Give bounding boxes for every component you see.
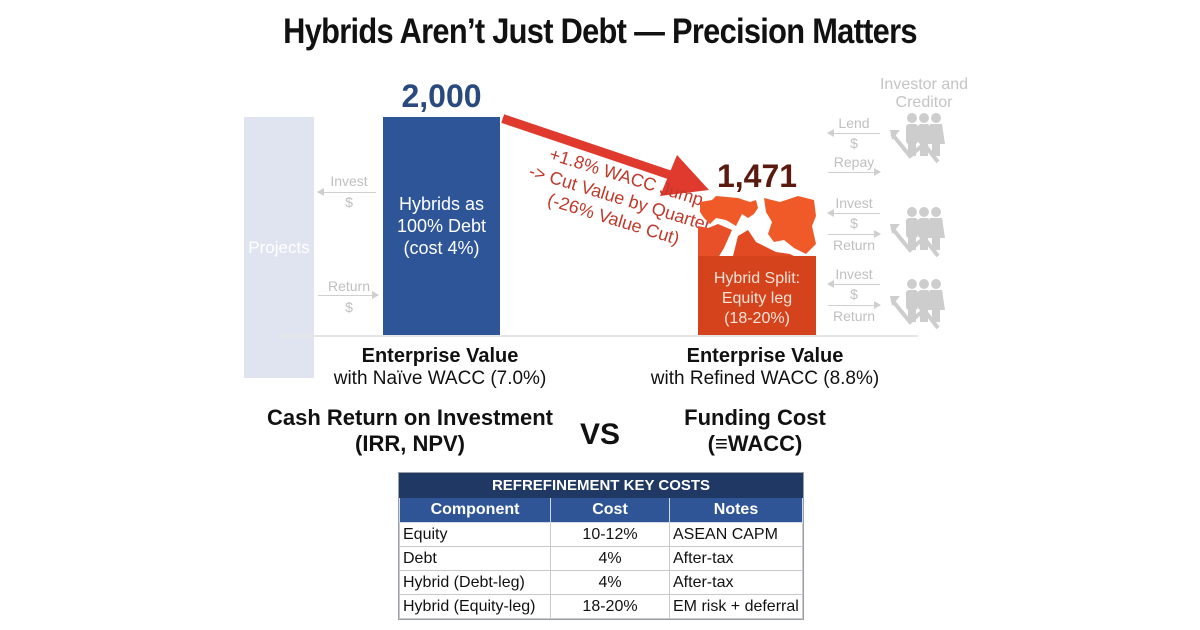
investor-group-icon-2 <box>890 207 945 258</box>
invest-currency-3: $ <box>850 286 858 302</box>
table-row: Hybrid (Debt-leg) 4% After-tax <box>399 570 803 595</box>
cash-return-heading: Cash Return on Investment <box>266 405 554 430</box>
vs-label: VS <box>579 418 621 451</box>
invest-label: Invest <box>330 173 368 189</box>
invest-arrow-icon-2 <box>827 209 880 217</box>
return-label-3: Return <box>832 308 876 324</box>
investor-title-line2: Creditor <box>895 94 953 111</box>
cell-cost: 4% <box>550 546 670 571</box>
return-arrow-icon-2 <box>828 230 881 238</box>
ev-refined-block: Enterprise Value with Refined WACC (8.8%… <box>620 345 910 390</box>
invest-label-2: Invest <box>835 195 873 211</box>
projects-panel: Projects <box>244 117 314 378</box>
cell-cost: 4% <box>550 570 670 595</box>
ev-naive-sub: with Naïve WACC (7.0%) <box>333 368 547 389</box>
invest-label-3: Invest <box>835 266 873 282</box>
repay-label: Repay <box>833 154 875 170</box>
cash-return-block: Cash Return on Investment (IRR, NPV) <box>255 405 565 457</box>
table-row: Hybrid (Equity-leg) 18-20% EM risk + def… <box>399 594 803 619</box>
ev-naive-heading: Enterprise Value <box>361 345 519 367</box>
cell-component: Hybrid (Equity-leg) <box>399 594 551 619</box>
cash-return-sub: (IRR, NPV) <box>355 431 465 456</box>
lend-label: Lend <box>838 115 870 131</box>
invest-arrow-icon <box>317 188 376 196</box>
cell-component: Debt <box>399 546 551 571</box>
naive-value-label: 2,000 <box>401 78 482 114</box>
page-title: Hybrids Aren’t Just Debt — Precision Mat… <box>283 12 917 51</box>
naive-bar-line1: Hybrids as <box>398 194 485 214</box>
return-label: Return <box>327 278 371 294</box>
naive-bar-line3: (cost 4%) <box>403 238 480 258</box>
cell-cost: 18-20% <box>550 594 670 619</box>
col-header-component: Component <box>399 497 551 523</box>
invest-currency: $ <box>345 194 353 210</box>
refined-ev-bar: Hybrid Split: Equity leg (18-20%) <box>698 256 816 335</box>
ev-refined-heading: Enterprise Value <box>686 345 844 367</box>
table-row: Debt 4% After-tax <box>399 546 803 571</box>
refined-bar-line1: Hybrid Split: <box>713 269 801 287</box>
funding-cost-sub: (≡WACC) <box>707 431 803 456</box>
cell-cost: 10-12% <box>550 522 670 547</box>
ev-naive-block: Enterprise Value with Naïve WACC (7.0%) <box>300 345 580 390</box>
cell-notes: After-tax <box>669 570 803 595</box>
investor-title-line1: Investor and <box>879 76 969 93</box>
cell-notes: After-tax <box>669 546 803 571</box>
cell-notes: ASEAN CAPM <box>669 522 803 547</box>
refined-value-label: 1,471 <box>716 158 798 194</box>
repay-arrow-icon <box>828 168 881 176</box>
table-row: Equity 10-12% ASEAN CAPM <box>399 522 803 547</box>
investor-creditor-title: Investor and Creditor <box>862 76 986 112</box>
cell-component: Equity <box>399 522 551 547</box>
investor-group-icon <box>890 113 945 164</box>
decline-arrow-icon <box>501 114 709 196</box>
cell-component: Hybrid (Debt-leg) <box>399 570 551 595</box>
naive-bar-line2: 100% Debt <box>396 216 487 236</box>
cell-notes: EM risk + deferral <box>669 594 803 619</box>
chart-baseline <box>280 335 918 337</box>
funding-cost-block: Funding Cost (≡WACC) <box>640 405 870 457</box>
lend-currency: $ <box>850 135 858 151</box>
col-header-cost: Cost <box>550 497 670 523</box>
projects-label: Projects <box>248 237 310 257</box>
ev-refined-sub: with Refined WACC (8.8%) <box>650 368 880 389</box>
investor-group-icon-3 <box>890 279 945 330</box>
return-arrow-icon-3 <box>828 301 881 309</box>
lend-arrow-icon <box>827 129 880 137</box>
table-title: REFREFINEMENT KEY COSTS <box>399 473 803 498</box>
refined-bar-line2: Equity leg <box>721 289 793 307</box>
key-costs-table: REFREFINEMENT KEY COSTS Component Cost N… <box>398 472 804 620</box>
broken-bar-top-icon <box>698 196 816 260</box>
return-arrow-icon <box>318 291 379 299</box>
funding-cost-heading: Funding Cost <box>684 405 826 430</box>
invest-arrow-icon-3 <box>827 280 880 288</box>
refined-bar-line3: (18-20%) <box>724 309 790 327</box>
naive-ev-bar: Hybrids as 100% Debt (cost 4%) <box>383 117 500 335</box>
invest-currency-2: $ <box>850 215 858 231</box>
return-label-2: Return <box>832 237 876 253</box>
return-currency: $ <box>345 299 353 315</box>
col-header-notes: Notes <box>669 497 803 523</box>
